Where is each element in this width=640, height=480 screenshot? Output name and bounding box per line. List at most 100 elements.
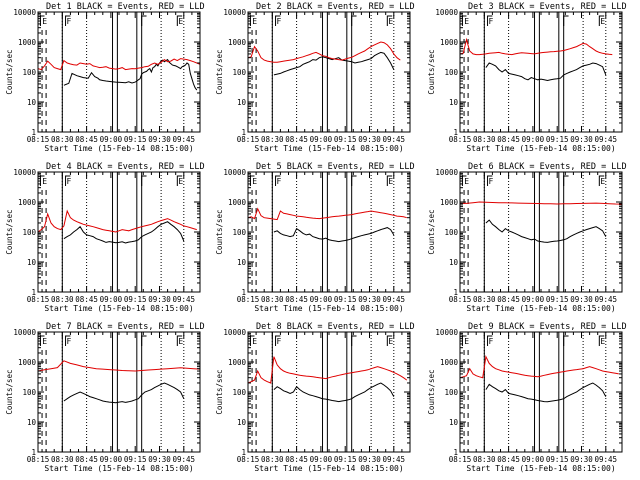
- y-tick-label: 1000: [228, 198, 247, 207]
- x-tick-label: 08:45: [75, 295, 98, 304]
- x-axis-label: Start Time (15-Feb-14 08:15:00): [44, 304, 193, 313]
- marker-bracket: [141, 175, 147, 186]
- y-tick-label: 1: [241, 128, 246, 137]
- marker-label: E: [388, 337, 393, 346]
- marker-bracket: [39, 15, 45, 26]
- marker-label: E: [178, 17, 183, 26]
- x-tick-label: 09:45: [595, 295, 618, 304]
- x-tick-label: 09:15: [124, 135, 147, 144]
- x-tick-label: 09:45: [595, 455, 618, 464]
- x-axis-label: Start Time (15-Feb-14 08:15:00): [466, 464, 615, 473]
- marker-label: F: [277, 177, 282, 186]
- marker-bracket: [275, 175, 281, 186]
- y-tick-label: 10: [237, 418, 247, 427]
- panel-title-legend: BLACK = Events, RED = LLD: [499, 2, 627, 12]
- marker-bracket: [65, 175, 71, 186]
- marker-label: F: [489, 337, 494, 346]
- series-line-lld: [459, 355, 619, 379]
- marker-label: E: [178, 337, 183, 346]
- series-line-lld: [37, 360, 201, 372]
- y-axis-label: Counts/sec: [215, 209, 224, 254]
- panel-title: Det 1 BLACK = Events, RED = LLD: [46, 2, 205, 12]
- marker-label: E: [464, 177, 469, 186]
- panel-title-det: Det 3: [468, 2, 499, 12]
- series-line-events: [63, 58, 198, 91]
- y-tick-label: 10000: [13, 168, 36, 177]
- marker-label: F: [67, 337, 72, 346]
- marker-bracket: [386, 175, 393, 186]
- y-tick-label: 1: [453, 448, 458, 457]
- y-tick-label: 10000: [13, 328, 36, 337]
- marker-bracket: [275, 15, 281, 26]
- series-line-lld: [37, 58, 201, 71]
- marker-label: E: [600, 177, 605, 186]
- x-tick-label: 08:30: [261, 455, 284, 464]
- x-tick-label: 08:15: [449, 455, 472, 464]
- y-tick-label: 1000: [440, 38, 459, 47]
- x-tick-label: 09:30: [148, 135, 171, 144]
- marker-bracket: [249, 15, 255, 26]
- y-tick-label: 10: [237, 258, 247, 267]
- panel-9: Det 9 BLACK = Events, RED = LLD E F E 1 10 100…: [427, 322, 627, 473]
- series-line-events: [63, 221, 185, 244]
- marker-bracket: [351, 15, 357, 26]
- panel-title: Det 9 BLACK = Events, RED = LLD: [468, 322, 627, 332]
- x-tick-label: 08:15: [449, 135, 472, 144]
- y-tick-label: 1000: [440, 358, 459, 367]
- y-tick-label: 10: [449, 98, 459, 107]
- panel-title-det: Det 1: [46, 2, 77, 12]
- marker-bracket: [461, 15, 467, 26]
- marker-bracket: [598, 175, 605, 186]
- x-tick-label: 09:45: [383, 455, 406, 464]
- marker-label: E: [42, 177, 47, 186]
- x-tick-label: 08:45: [285, 135, 308, 144]
- y-tick-label: 1: [453, 288, 458, 297]
- x-tick-label: 08:15: [237, 135, 260, 144]
- y-tick-label: 100: [444, 388, 458, 397]
- marker-bracket: [141, 15, 147, 26]
- marker-bracket: [65, 15, 71, 26]
- marker-label: E: [252, 177, 257, 186]
- panel-title-legend: BLACK = Events, RED = LLD: [77, 162, 205, 172]
- panel-title-det: Det 9: [468, 322, 499, 332]
- x-tick-label: 09:15: [124, 295, 147, 304]
- x-tick-label: 08:15: [237, 455, 260, 464]
- series-line-events: [63, 382, 185, 404]
- series-line-events: [485, 382, 607, 403]
- y-axis-label: Counts/sec: [427, 49, 436, 94]
- marker-bracket: [563, 15, 569, 26]
- marker-label: F: [277, 337, 282, 346]
- y-tick-label: 10000: [223, 168, 246, 177]
- series-line-lld: [247, 207, 407, 221]
- marker-bracket: [598, 15, 605, 26]
- y-tick-label: 10: [449, 418, 459, 427]
- panel-title-legend: BLACK = Events, RED = LLD: [287, 162, 415, 172]
- y-tick-label: 1: [31, 448, 36, 457]
- x-tick-label: 08:30: [261, 295, 284, 304]
- marker-bracket: [176, 175, 183, 186]
- y-tick-label: 100: [22, 68, 36, 77]
- y-tick-label: 1000: [18, 198, 37, 207]
- x-tick-label: 09:00: [522, 455, 545, 464]
- x-tick-label: 09:00: [100, 295, 123, 304]
- panel-title-det: Det 8: [256, 322, 287, 332]
- marker-label: E: [252, 17, 257, 26]
- x-tick-label: 08:30: [51, 455, 74, 464]
- marker-label: E: [178, 177, 183, 186]
- x-tick-label: 08:45: [285, 455, 308, 464]
- x-tick-label: 09:00: [522, 295, 545, 304]
- y-tick-label: 1000: [18, 38, 37, 47]
- panel-title-legend: BLACK = Events, RED = LLD: [287, 2, 415, 12]
- panel-title: Det 8 BLACK = Events, RED = LLD: [256, 322, 415, 332]
- panel-title: Det 4 BLACK = Events, RED = LLD: [46, 162, 205, 172]
- x-tick-label: 09:30: [148, 455, 171, 464]
- panel-title-legend: BLACK = Events, RED = LLD: [499, 322, 627, 332]
- y-axis-label: Counts/sec: [5, 369, 14, 414]
- x-tick-label: 09:15: [546, 455, 569, 464]
- panel-3: Det 3 BLACK = Events, RED = LLD E F E 1 10 100…: [427, 2, 627, 153]
- y-tick-label: 10: [449, 258, 459, 267]
- panel-title: Det 3 BLACK = Events, RED = LLD: [468, 2, 627, 12]
- y-tick-label: 10000: [223, 8, 246, 17]
- panel-2: Det 2 BLACK = Events, RED = LLD E F E 1 10 100…: [215, 2, 415, 153]
- y-tick-label: 10000: [13, 8, 36, 17]
